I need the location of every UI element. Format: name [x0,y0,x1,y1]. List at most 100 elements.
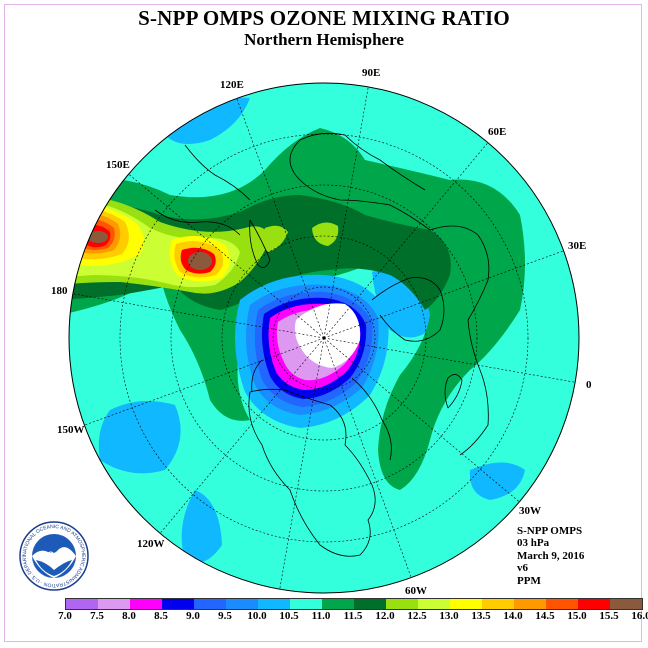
colorbar-swatch [66,599,98,609]
colorbar-tick-label: 8.5 [154,610,168,622]
colorbar-swatch [450,599,482,609]
noaa-logo-text: NOAA [41,550,68,560]
europe-africa-coast [429,225,490,456]
latitude-circle [170,184,478,492]
ozone-maximum-region [88,231,108,243]
colorbar-swatch [226,599,258,609]
colorbar-tick-label: 13.5 [471,610,491,622]
ozone-no-data-region [294,303,361,368]
colorbar-swatch [322,599,354,609]
ozone-patch-lowblue [181,490,222,563]
info-units: PPM [517,574,541,587]
greenland-coast [351,377,392,461]
meridian-line [279,337,325,590]
map-title: S-NPP OMPS OZONE MIXING RATIO [138,6,510,30]
colorbar-swatch [578,599,610,609]
greenland-island [371,277,445,342]
info-instrument: S-NPP OMPS [517,525,583,537]
info-version: v6 [517,562,528,575]
info-pressure-level: 03 hPa [517,537,550,550]
meridian-line [72,293,325,339]
map-subtitle: Northern Hemisphere [244,30,404,49]
longitude-label: 60W [405,585,427,597]
meridian-line [84,337,325,426]
longitude-label: 60E [488,126,507,138]
meridian-line [323,337,576,383]
colorbar-tick-label: 9.0 [186,610,200,622]
longitude-label: 90E [362,67,381,79]
meridian-line [159,337,325,534]
colorbar-swatch [386,599,418,609]
colorbar-tick-label: 8.0 [122,610,136,622]
colorbar-tick-label: 10.0 [247,610,267,622]
colorbar-swatch [514,599,546,609]
colorbar-swatch [418,599,450,609]
east-asia-coast [154,209,241,236]
colorbar [65,598,643,610]
colorbar-tick-label: 9.5 [218,610,232,622]
ozone-level-12-0 [312,222,339,246]
colorbar-swatch [258,599,290,609]
colorbar-tick-label: 14.5 [535,610,555,622]
ozone-maximum-region [188,252,212,270]
colorbar-tick-label: 12.0 [375,610,395,622]
kamchatka-coast [249,219,271,268]
ozone-patch-lowblue [98,401,181,474]
colorbar-swatch [194,599,226,609]
meridian-line [128,173,325,339]
china-coast [184,144,251,201]
meridian-line [323,142,489,339]
colorbar-tick-label: 12.5 [407,610,427,622]
longitude-label: 180 [51,285,68,297]
colorbar-swatch [130,599,162,609]
coastlines [154,132,490,557]
north-america-coast [248,388,376,557]
colorbar-swatch [354,599,386,609]
ozone-field [69,83,579,593]
ozone-level-12-0 [262,225,288,252]
longitude-label: 120E [220,79,244,91]
longitude-label: 150E [106,159,130,171]
meridian-line [236,98,325,339]
meridian-line [323,337,412,578]
colorbar-tick-label: 15.5 [599,610,619,622]
latitude-circle [221,235,427,441]
colorbar-tick-label: 13.0 [439,610,459,622]
map-boundary [68,82,580,594]
iceland-coast [444,374,463,409]
latitude-circle [272,286,376,390]
longitude-label: 150W [57,424,85,436]
longitude-label: 0 [586,379,592,391]
colorbar-tick-label: 15.0 [567,610,587,622]
colorbar-tick-label: 14.0 [503,610,523,622]
graticule [119,133,529,543]
colorbar-tick-label: 16.0 [631,610,648,622]
colorbar-tick-label: 11.0 [311,610,331,622]
figure-frame [4,4,642,642]
colorbar-tick-label: 11.5 [343,610,363,622]
meridian-line [323,86,369,339]
ozone-level-11-5 [419,237,448,270]
colorbar-swatch [98,599,130,609]
alaska-coast [251,359,263,393]
colorbar-swatch [290,599,322,609]
colorbar-swatch [162,599,194,609]
longitude-label: 120W [137,538,165,550]
longitude-label: 30W [519,505,541,517]
colorbar-tick-label: 10.5 [279,610,299,622]
colorbar-swatch [610,599,642,609]
meridians [72,86,576,590]
meridian-line [323,250,564,339]
asia-coast [289,132,431,231]
latitude-circle [119,133,529,543]
colorbar-swatch [546,599,578,609]
product-info: S-NPP OMPS 03 hPa March 9, 2016 v6 PPM [517,525,584,587]
longitude-label: 30E [568,240,587,252]
colorbar-tick-label: 7.5 [90,610,104,622]
colorbar-swatch [482,599,514,609]
info-date: March 9, 2016 [517,549,585,562]
noaa-logo: NATIONAL OCEANIC AND ATMOSPHERIC ADMINIS… [18,520,89,591]
colorbar-tick-label: 7.0 [58,610,72,622]
meridian-line [323,337,520,503]
